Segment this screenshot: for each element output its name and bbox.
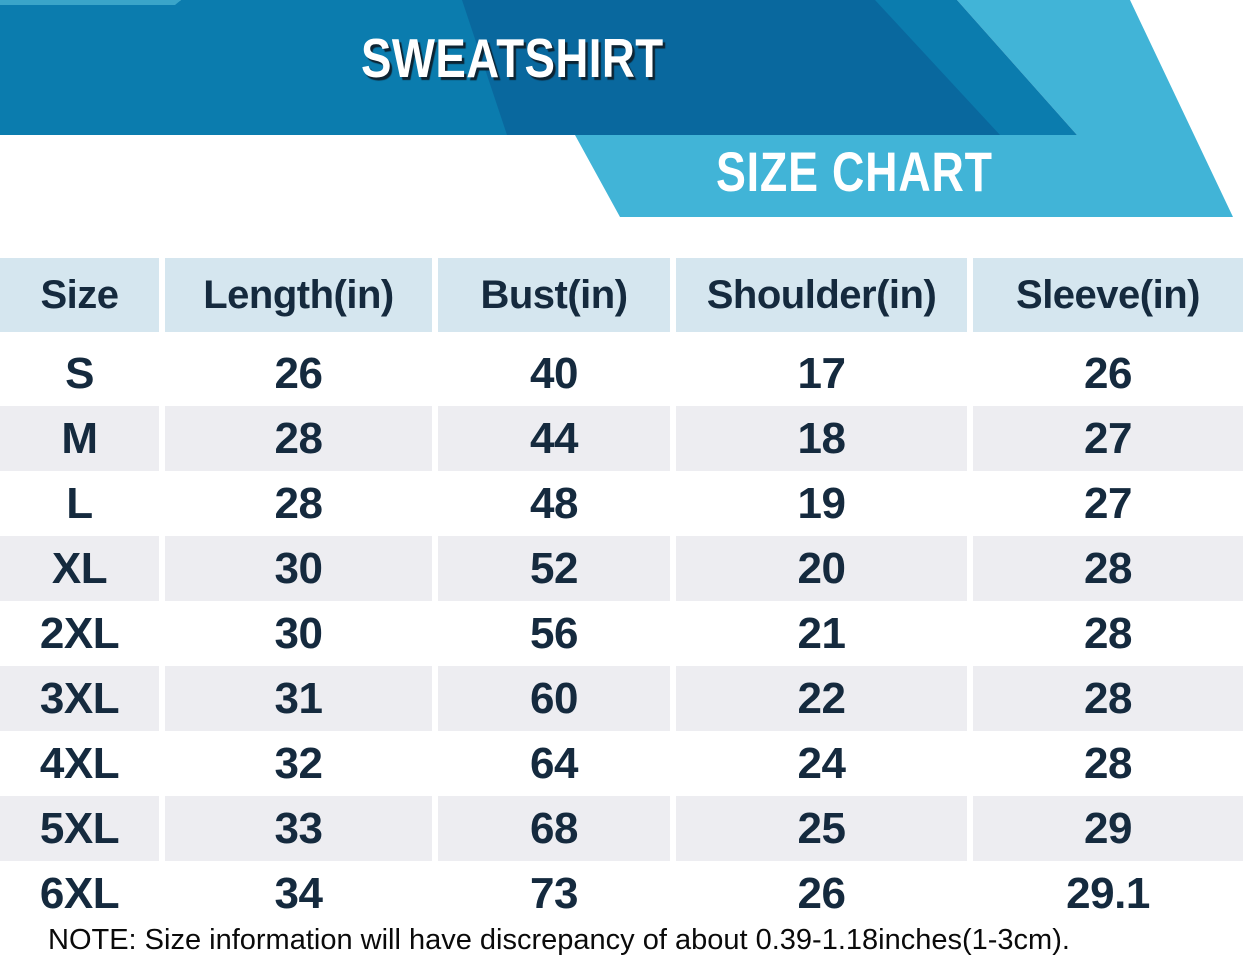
sleeve-cell: 29	[973, 796, 1243, 861]
shoulder-cell: 21	[797, 608, 846, 658]
table-row-5xl: 5XL 33 68 25 29	[0, 796, 1243, 861]
shoulder-cell: 24	[797, 738, 846, 788]
shoulder-cell: 18	[676, 406, 967, 471]
bust-cell: 44	[438, 406, 670, 471]
shoulder-cell: 25	[676, 796, 967, 861]
size-table: Size Length(in) Bust(in) Shoulder(in) Sl…	[0, 258, 1243, 926]
bust-cell: 64	[530, 738, 578, 788]
sleeve-cell: 29.1	[1066, 868, 1150, 918]
bust-cell: 60	[438, 666, 670, 731]
table-row-4xl: 4XL 32 64 24 28	[0, 731, 1243, 796]
table-row-l: L 28 48 19 27	[0, 471, 1243, 536]
bust-cell: 68	[438, 796, 670, 861]
table-row-3xl: 3XL 31 60 22 28	[0, 666, 1243, 731]
table-row-xl: XL 30 52 20 28	[0, 536, 1243, 601]
column-header-size: Size	[0, 258, 159, 332]
table-row-m: M 28 44 18 27	[0, 406, 1243, 471]
size-cell: 5XL	[0, 796, 159, 861]
size-cell: 3XL	[0, 666, 159, 731]
bust-cell: 40	[530, 348, 578, 398]
sleeve-cell: 27	[1084, 478, 1132, 528]
column-header-bust: Bust(in)	[438, 258, 670, 332]
table-body: S 26 40 17 26 M 28 44 18 27 L 28 48 19 2…	[0, 341, 1243, 926]
column-header-shoulder: Shoulder(in)	[676, 258, 967, 332]
shoulder-cell: 19	[797, 478, 846, 528]
bust-cell: 52	[438, 536, 670, 601]
product-title: SWEATSHIRT	[361, 27, 664, 89]
shoulder-cell: 26	[797, 868, 846, 918]
bust-cell: 73	[530, 868, 578, 918]
size-chart-title: SIZE CHART	[716, 140, 993, 203]
column-header-length: Length(in)	[165, 258, 432, 332]
sleeve-cell: 27	[973, 406, 1243, 471]
bust-cell: 56	[530, 608, 578, 658]
size-cell: 4XL	[39, 738, 120, 788]
size-note: NOTE: Size information will have discrep…	[48, 924, 1070, 956]
size-cell: XL	[0, 536, 159, 601]
length-cell: 34	[274, 868, 323, 918]
sleeve-cell: 28	[1084, 608, 1132, 658]
table-row-2xl: 2XL 30 56 21 28	[0, 601, 1243, 666]
shoulder-cell: 20	[676, 536, 967, 601]
length-cell: 26	[274, 348, 323, 398]
length-cell: 31	[165, 666, 432, 731]
table-row-6xl: 6XL 34 73 26 29.1	[0, 861, 1243, 926]
column-header-sleeve: Sleeve(in)	[973, 258, 1243, 332]
length-cell: 32	[274, 738, 323, 788]
length-cell: 33	[165, 796, 432, 861]
table-header-row: Size Length(in) Bust(in) Shoulder(in) Sl…	[0, 258, 1243, 332]
length-cell: 28	[274, 478, 323, 528]
table-row-s: S 26 40 17 26	[0, 341, 1243, 406]
size-cell: 2XL	[39, 608, 120, 658]
sleeve-cell: 26	[1084, 348, 1132, 398]
length-cell: 28	[165, 406, 432, 471]
size-cell: 6XL	[39, 868, 120, 918]
shoulder-cell: 17	[797, 348, 846, 398]
sleeve-cell: 28	[1084, 738, 1132, 788]
sleeve-cell: 28	[973, 666, 1243, 731]
shoulder-cell: 22	[676, 666, 967, 731]
size-cell: M	[0, 406, 159, 471]
length-cell: 30	[274, 608, 323, 658]
length-cell: 30	[165, 536, 432, 601]
size-cell: S	[65, 348, 94, 398]
sleeve-cell: 28	[973, 536, 1243, 601]
bust-cell: 48	[530, 478, 578, 528]
size-cell: L	[66, 478, 93, 528]
